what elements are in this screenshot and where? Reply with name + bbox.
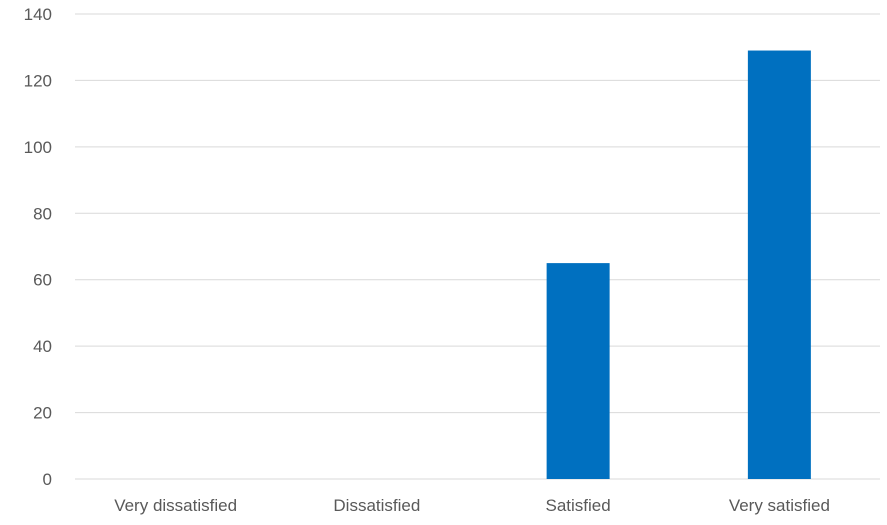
bar-satisfied xyxy=(546,263,610,479)
x-axis-tick-labels: Very dissatisfied Dissatisfied Satisfied Ve… xyxy=(114,496,830,515)
y-tick-label: 80 xyxy=(33,204,52,223)
bars xyxy=(546,50,811,480)
y-tick-label: 20 xyxy=(33,404,52,423)
y-tick-label: 0 xyxy=(43,470,52,489)
x-tick-label: Satisfied xyxy=(546,496,611,515)
y-axis-tick-labels: 0 20 40 60 80 100 120 140 xyxy=(24,5,52,489)
bar-very-satisfied xyxy=(747,50,811,480)
y-tick-label: 100 xyxy=(24,138,52,157)
y-tick-label: 40 xyxy=(33,337,52,356)
y-tick-label: 60 xyxy=(33,271,52,290)
x-tick-label: Very dissatisfied xyxy=(114,496,237,515)
y-tick-label: 140 xyxy=(24,5,52,24)
y-tick-label: 120 xyxy=(24,71,52,90)
x-tick-label: Dissatisfied xyxy=(333,496,420,515)
gridlines xyxy=(75,13,880,480)
x-tick-label: Very satisfied xyxy=(729,496,830,515)
